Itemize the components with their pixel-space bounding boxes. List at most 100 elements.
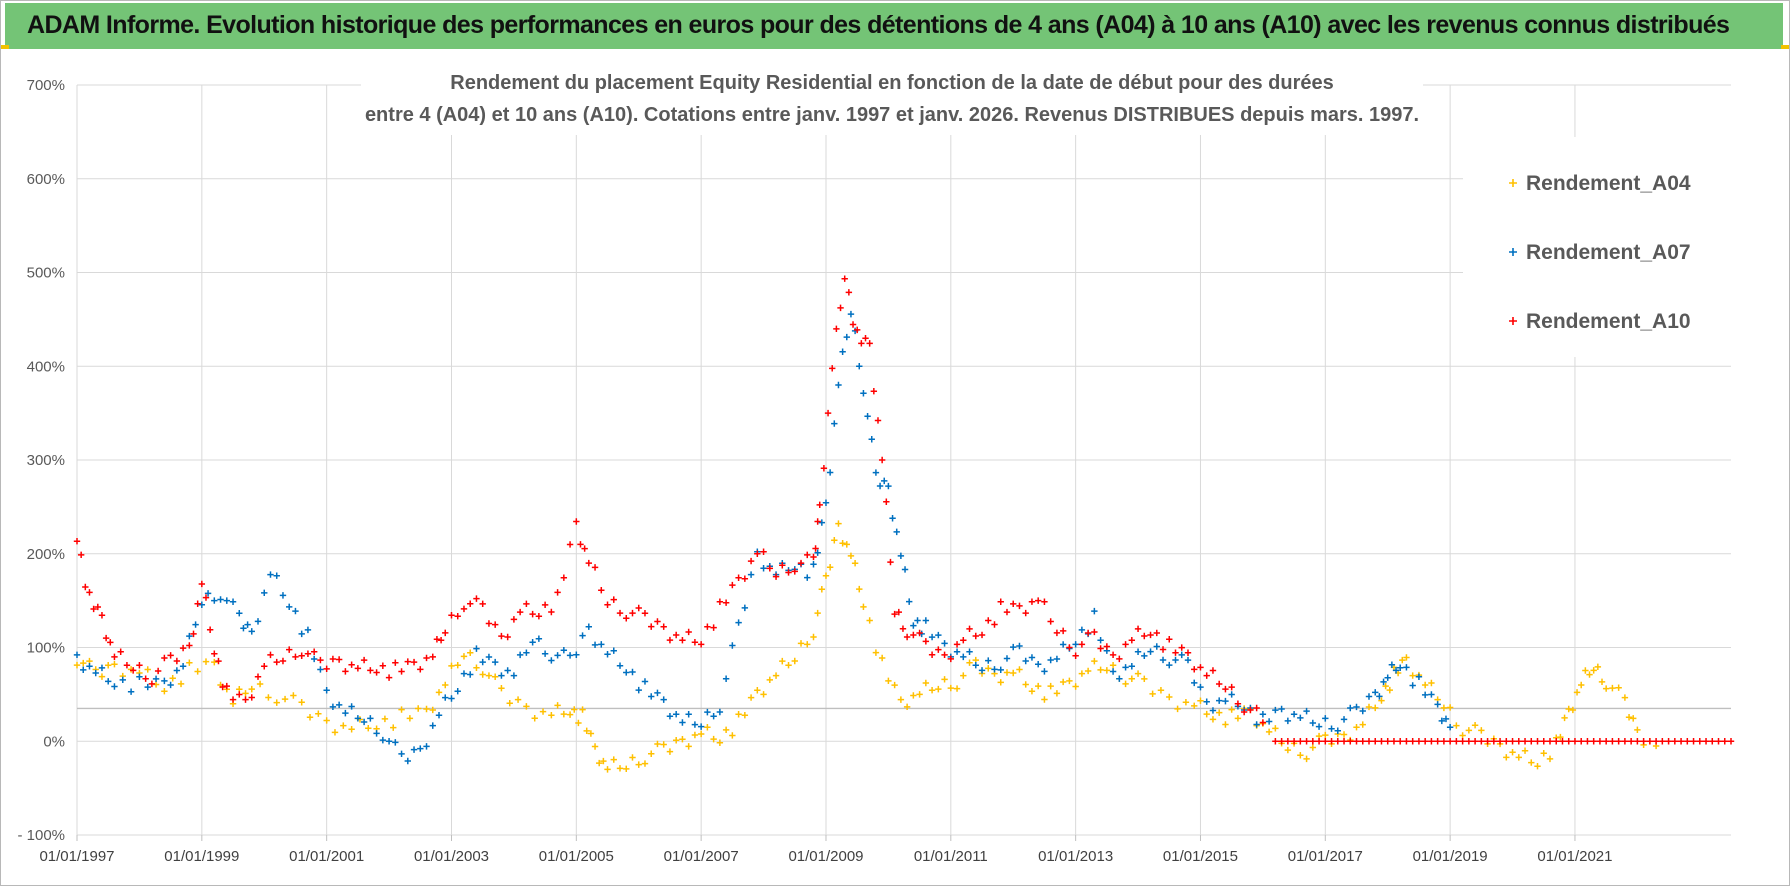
data-point-a10 (922, 638, 930, 645)
data-point-a07 (240, 624, 247, 632)
data-point-a10 (866, 340, 873, 347)
data-point-a10 (223, 682, 230, 690)
data-point-a10-zero (1521, 738, 1529, 745)
data-point-a04 (454, 661, 461, 669)
data-point-a07 (485, 653, 493, 661)
data-point-a10 (1166, 636, 1173, 643)
data-point-a07 (298, 630, 305, 638)
data-point-a10 (373, 669, 380, 676)
data-point-a10 (735, 574, 742, 581)
data-point-a10 (960, 636, 967, 644)
data-point-a10-zero (1478, 738, 1485, 745)
data-point-a07 (1376, 693, 1383, 700)
data-point-a10-zero (1534, 738, 1541, 745)
data-point-a10 (878, 456, 886, 464)
data-point-a07 (1328, 725, 1335, 732)
data-point-a07 (914, 617, 921, 624)
data-point-a10 (814, 518, 821, 525)
data-point-a07 (523, 649, 530, 656)
data-point-a07 (1315, 723, 1323, 730)
data-point-a07 (398, 750, 405, 758)
data-point-a07 (504, 667, 511, 674)
data-point-a10 (1134, 625, 1142, 633)
data-point-a07 (304, 626, 312, 634)
data-point-a04 (600, 757, 607, 765)
data-point-a10 (385, 674, 393, 681)
data-point-a10 (935, 646, 942, 653)
y-axis: - 100% 0% 100% 200% 300% 400% 500% 600% 700% (17, 77, 65, 844)
data-point-a04 (479, 671, 486, 678)
data-point-a07 (885, 482, 892, 490)
data-point-a10 (660, 623, 667, 630)
data-point-a04 (298, 699, 305, 706)
data-point-a07 (629, 668, 636, 676)
data-point-a10 (392, 659, 399, 666)
data-point-a10 (581, 545, 588, 552)
data-point-a04 (415, 705, 422, 712)
data-point-a04 (1465, 727, 1473, 734)
data-point-a10-zero (1297, 738, 1304, 745)
data-point-a07 (1022, 657, 1029, 665)
data-point-a04 (1540, 750, 1547, 757)
data-point-a07 (1334, 727, 1341, 734)
data-point-a10 (760, 548, 767, 555)
data-point-a04 (1297, 752, 1304, 759)
data-point-a04 (1047, 682, 1054, 690)
data-point-a07 (429, 722, 436, 729)
data-point-a04 (467, 649, 474, 656)
data-point-a04 (575, 719, 582, 727)
data-point-a04 (194, 668, 201, 675)
data-point-a07 (516, 651, 524, 659)
data-point-a04 (1003, 669, 1011, 676)
data-point-a04 (579, 706, 586, 713)
data-point-a10 (161, 654, 168, 662)
data-point-a10 (273, 658, 280, 666)
data-point-a10 (772, 573, 780, 580)
data-point-a07 (831, 420, 838, 427)
data-point-a10-zero (1646, 738, 1654, 745)
data-point-a04 (323, 717, 330, 724)
data-point-a04 (1372, 704, 1379, 712)
data-point-a04 (429, 706, 436, 714)
data-point-a07 (211, 597, 218, 604)
data-point-a10-zero (1272, 738, 1279, 745)
data-point-a10 (635, 604, 642, 612)
data-point-a07 (1091, 607, 1098, 615)
data-point-a10 (629, 609, 636, 617)
data-point-a10 (585, 559, 593, 567)
data-point-a04 (1569, 706, 1577, 714)
data-point-a10 (1010, 600, 1017, 608)
data-point-a04 (111, 660, 118, 668)
data-point-a04 (340, 722, 347, 729)
data-point-a10-zero (1390, 738, 1398, 745)
data-point-a07 (810, 561, 817, 568)
data-point-a04 (1630, 715, 1637, 722)
data-point-a10-zero (1397, 738, 1404, 745)
data-point-a04 (169, 675, 176, 682)
x-tick-label: 01/01/1999 (164, 848, 239, 865)
corner-accent-right (1781, 45, 1789, 49)
data-point-a10 (404, 658, 411, 665)
data-point-a07 (860, 390, 867, 397)
data-point-a07 (161, 677, 168, 685)
data-point-a10 (219, 683, 226, 691)
data-point-a04 (1471, 721, 1479, 729)
data-point-a04 (554, 702, 561, 709)
data-point-a10 (910, 631, 917, 639)
data-point-a10 (1159, 646, 1167, 653)
x-tick-label: 01/01/2017 (1288, 848, 1363, 865)
data-point-a10 (672, 631, 680, 639)
data-point-a07 (467, 671, 474, 678)
data-point-a04 (654, 740, 661, 748)
data-point-a10 (916, 629, 923, 637)
data-point-a04 (539, 708, 547, 715)
data-point-a04 (1203, 710, 1210, 718)
data-point-a10 (610, 596, 617, 603)
data-point-a10-zero (1571, 738, 1579, 745)
data-point-a04 (960, 672, 967, 679)
data-point-a10 (691, 639, 699, 646)
data-point-a07 (119, 676, 126, 684)
data-point-a07 (1309, 719, 1317, 727)
data-point-a10 (211, 650, 218, 657)
data-point-a04 (985, 665, 992, 672)
